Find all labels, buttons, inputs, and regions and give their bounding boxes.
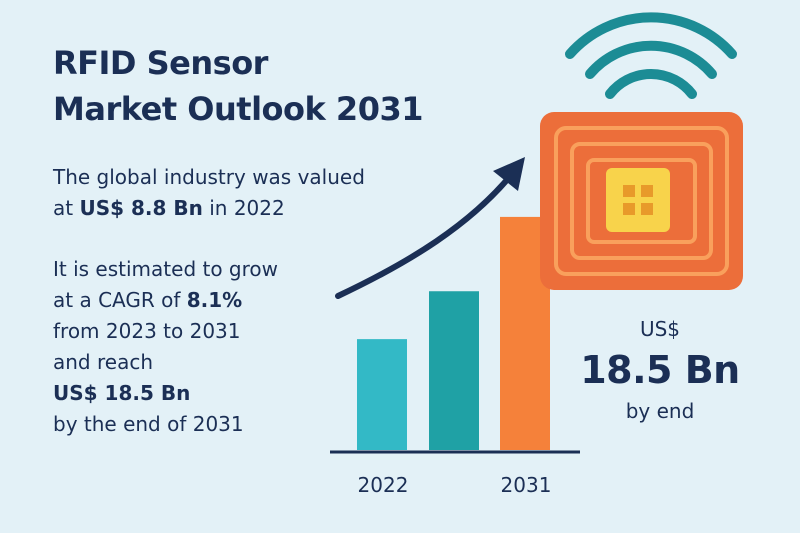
callout-value: 18.5 Bn — [580, 348, 740, 392]
valuation-paragraph: The global industry was valued at US$ 8.… — [53, 162, 365, 224]
title-line-1: RFID Sensor — [53, 44, 268, 82]
page-title: RFID Sensor Market Outlook 2031 — [53, 40, 423, 132]
forecast-line-1: It is estimated to grow — [53, 257, 278, 281]
valuation-line-2: at US$ 8.8 Bn in 2022 — [53, 193, 365, 224]
forecast-amount: US$ 18.5 Bn — [53, 381, 191, 405]
valuation-line-1: The global industry was valued — [53, 165, 365, 189]
valuation-amount: US$ 8.8 Bn — [79, 196, 203, 220]
callout-currency: US$ — [639, 317, 681, 341]
valuation-suffix: in 2022 — [202, 196, 285, 220]
cagr-value: 8.1% — [186, 288, 243, 312]
growth-arrow-icon — [335, 157, 525, 299]
valuation-prefix: at — [53, 196, 80, 220]
forecast-line-3: from 2023 to 2031 — [53, 319, 241, 343]
title-line-2: Market Outlook 2031 — [53, 90, 423, 128]
bar-middle — [429, 291, 479, 450]
forecast-paragraph: It is estimated to grow at a CAGR of 8.1… — [53, 254, 278, 440]
forecast-line-6: by the end of 2031 — [53, 412, 244, 436]
tick-label-2022: 2022 — [358, 473, 409, 497]
forecast-line-4: and reach — [53, 350, 153, 374]
callout-caption: by end — [625, 399, 695, 423]
wifi-signal-icon — [565, 12, 737, 99]
rfid-tag-icon — [540, 112, 743, 290]
bar-2022 — [357, 339, 407, 450]
cagr-prefix: at a CAGR of — [53, 288, 187, 312]
forecast-line-2: at a CAGR of 8.1% — [53, 285, 278, 316]
tick-label-2031: 2031 — [501, 473, 552, 497]
forecast-callout: US$ 18.5 Bn by end — [560, 315, 760, 425]
